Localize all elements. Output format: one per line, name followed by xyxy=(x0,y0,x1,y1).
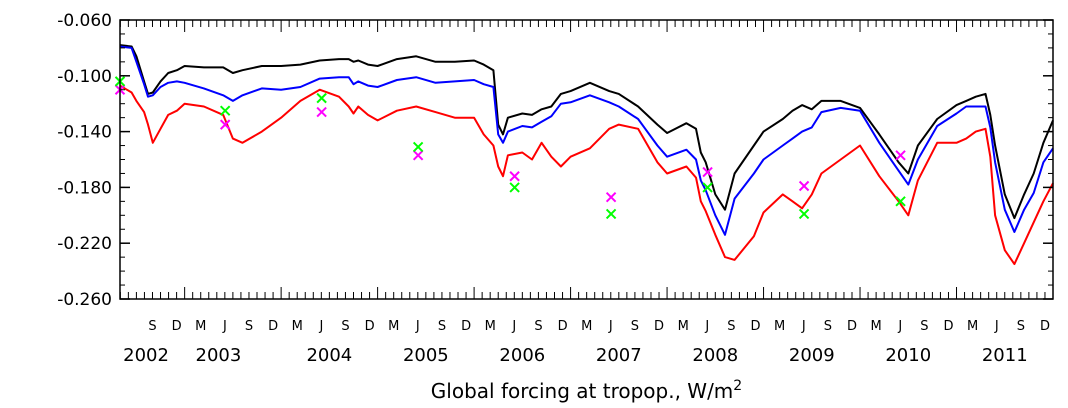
y-tick-label: -0.180 xyxy=(57,178,112,198)
y-tick-label: -0.260 xyxy=(57,290,112,310)
x-month-label: D xyxy=(268,319,278,334)
x-month-label: D xyxy=(751,319,761,334)
series-4-point xyxy=(219,105,231,116)
x-year-label: 2007 xyxy=(596,345,642,366)
series-4-point xyxy=(895,196,906,207)
x-month-label: J xyxy=(704,319,709,334)
x-year-label: 2002 xyxy=(123,345,169,366)
x-month-label: D xyxy=(847,319,857,334)
x-month-label: M xyxy=(581,319,592,334)
series-3-point xyxy=(895,150,906,161)
x-month-label: D xyxy=(461,319,471,334)
x-month-label: J xyxy=(994,319,999,334)
y-tick-label: -0.100 xyxy=(57,67,112,87)
x-month-label: M xyxy=(292,319,303,334)
series-4-point xyxy=(316,92,327,104)
x-month-label: M xyxy=(195,319,206,334)
plot-area xyxy=(114,44,1054,266)
x-month-label: M xyxy=(774,319,785,334)
x-axis-title: Global forcing at tropop., W/m2 xyxy=(431,378,742,403)
x-month-label: M xyxy=(678,319,689,334)
x-year-label: 2006 xyxy=(499,345,545,366)
x-month-label: S xyxy=(1017,319,1025,334)
x-month-label: D xyxy=(1040,319,1050,334)
y-tick-label: -0.140 xyxy=(57,123,112,143)
x-month-label: M xyxy=(388,319,399,334)
x-month-label: J xyxy=(222,319,227,334)
x-month-label: M xyxy=(485,319,496,334)
series-4-point xyxy=(702,182,713,193)
x-month-label: J xyxy=(801,319,806,334)
series-3-point xyxy=(509,171,520,182)
x-month-label: S xyxy=(438,319,446,334)
x-year-label: 2011 xyxy=(982,345,1028,366)
series-3-point xyxy=(605,191,617,203)
series-3-point xyxy=(798,180,810,192)
x-month-label: S xyxy=(727,319,735,334)
series-4-point xyxy=(509,182,520,193)
x-year-label: 2003 xyxy=(196,345,242,366)
series-3-point xyxy=(412,150,424,161)
x-month-label: S xyxy=(341,319,349,334)
x-month-label: S xyxy=(631,319,639,334)
x-month-label: J xyxy=(511,319,516,334)
y-tick-label: -0.220 xyxy=(57,234,112,254)
series-3-point xyxy=(219,119,231,130)
series-4-point xyxy=(798,208,810,220)
x-month-label: M xyxy=(967,319,978,334)
x-month-label: S xyxy=(534,319,542,334)
x-month-label: J xyxy=(318,319,323,334)
x-month-label: J xyxy=(415,319,420,334)
x-axis-title-superscript: 2 xyxy=(733,378,742,394)
y-tick-label: -0.060 xyxy=(57,11,112,31)
x-month-label: M xyxy=(871,319,882,334)
series-4-point xyxy=(412,141,424,153)
series-2-line xyxy=(119,84,1054,266)
series-3-point xyxy=(702,166,713,178)
series-1-line xyxy=(119,45,1054,236)
x-year-label: 2008 xyxy=(692,345,738,366)
x-year-label: 2005 xyxy=(403,345,449,366)
x-month-label: D xyxy=(944,319,954,334)
series-4-point xyxy=(605,208,617,220)
x-month-label: S xyxy=(920,319,928,334)
series-0-line xyxy=(119,44,1054,220)
x-month-label: S xyxy=(245,319,253,334)
x-month-label: D xyxy=(365,319,375,334)
x-axis-title-text: Global forcing at tropop., W/m xyxy=(431,379,734,403)
x-month-label: J xyxy=(608,319,613,334)
x-month-label: D xyxy=(654,319,664,334)
x-month-label: S xyxy=(148,319,156,334)
x-year-label: 2010 xyxy=(885,345,931,366)
x-month-label: J xyxy=(897,319,902,334)
x-month-label: D xyxy=(558,319,568,334)
x-month-label: S xyxy=(824,319,832,334)
x-month-label: D xyxy=(172,319,182,334)
series-3-point xyxy=(316,106,327,118)
x-year-label: 2009 xyxy=(789,345,835,366)
x-year-label: 2004 xyxy=(306,345,352,366)
